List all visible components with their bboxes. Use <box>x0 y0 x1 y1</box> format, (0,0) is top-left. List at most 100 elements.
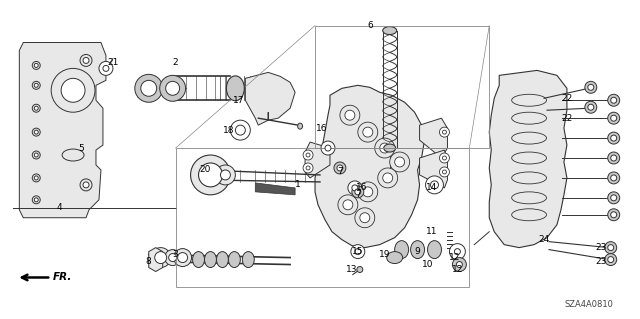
Text: 16: 16 <box>316 124 328 133</box>
Circle shape <box>454 249 460 255</box>
Circle shape <box>395 157 404 167</box>
Ellipse shape <box>395 241 408 259</box>
Circle shape <box>611 97 617 103</box>
Polygon shape <box>305 142 330 178</box>
Circle shape <box>198 163 223 187</box>
Circle shape <box>35 83 38 87</box>
Circle shape <box>442 156 447 160</box>
Circle shape <box>380 143 390 153</box>
Circle shape <box>608 192 620 204</box>
Text: 7: 7 <box>355 190 361 199</box>
Circle shape <box>608 94 620 106</box>
Circle shape <box>360 213 370 223</box>
Circle shape <box>358 182 378 202</box>
Bar <box>315 26 489 148</box>
Circle shape <box>608 245 614 251</box>
Circle shape <box>32 174 40 182</box>
Circle shape <box>383 173 393 183</box>
Circle shape <box>605 254 617 265</box>
Text: 23: 23 <box>595 257 607 266</box>
Text: 14: 14 <box>426 183 437 192</box>
Text: FR.: FR. <box>53 272 72 283</box>
Circle shape <box>390 152 410 172</box>
Circle shape <box>338 195 358 215</box>
Circle shape <box>611 155 617 161</box>
Ellipse shape <box>511 152 547 164</box>
Circle shape <box>32 196 40 204</box>
Circle shape <box>442 170 447 174</box>
Circle shape <box>35 176 38 180</box>
Circle shape <box>216 165 236 185</box>
Circle shape <box>608 132 620 144</box>
Circle shape <box>348 181 362 195</box>
Ellipse shape <box>216 252 228 268</box>
Ellipse shape <box>511 172 547 184</box>
Circle shape <box>608 112 620 124</box>
Circle shape <box>135 74 163 102</box>
Circle shape <box>605 241 617 254</box>
Circle shape <box>363 187 372 197</box>
Circle shape <box>230 120 250 140</box>
Circle shape <box>452 257 467 271</box>
Circle shape <box>431 181 438 189</box>
Circle shape <box>303 150 313 160</box>
Circle shape <box>166 81 180 95</box>
Text: 10: 10 <box>422 260 433 269</box>
Circle shape <box>321 141 335 155</box>
Ellipse shape <box>227 76 244 101</box>
Ellipse shape <box>384 144 396 152</box>
Text: 23: 23 <box>595 243 607 252</box>
Circle shape <box>32 128 40 136</box>
Circle shape <box>355 249 361 255</box>
Circle shape <box>61 78 85 102</box>
Circle shape <box>352 185 358 191</box>
Text: 22: 22 <box>561 94 573 103</box>
Circle shape <box>155 252 166 263</box>
Circle shape <box>608 172 620 184</box>
Circle shape <box>355 208 375 228</box>
Circle shape <box>80 55 92 66</box>
Ellipse shape <box>205 252 216 268</box>
Text: SZA4A0810: SZA4A0810 <box>564 300 613 309</box>
Text: 6: 6 <box>367 21 372 30</box>
Circle shape <box>343 200 353 210</box>
Circle shape <box>440 153 449 163</box>
Text: 19: 19 <box>379 250 390 259</box>
Circle shape <box>80 179 92 191</box>
Ellipse shape <box>243 252 254 268</box>
Circle shape <box>337 165 343 171</box>
Circle shape <box>103 65 109 71</box>
Circle shape <box>325 145 331 151</box>
Text: 24: 24 <box>538 235 550 244</box>
Text: 3: 3 <box>173 250 179 259</box>
Circle shape <box>35 106 38 110</box>
Text: 15: 15 <box>352 247 364 256</box>
Bar <box>175 148 469 287</box>
Polygon shape <box>245 72 295 125</box>
Ellipse shape <box>428 241 442 259</box>
Ellipse shape <box>298 123 303 129</box>
Circle shape <box>35 198 38 202</box>
Circle shape <box>585 81 596 93</box>
Circle shape <box>164 249 180 265</box>
Circle shape <box>456 262 462 268</box>
Circle shape <box>191 155 230 195</box>
Circle shape <box>378 168 397 188</box>
Circle shape <box>303 163 313 173</box>
Circle shape <box>440 127 449 137</box>
Ellipse shape <box>228 252 241 268</box>
Text: 9: 9 <box>415 247 420 256</box>
Circle shape <box>440 167 449 177</box>
Circle shape <box>358 122 378 142</box>
Circle shape <box>220 170 230 180</box>
Circle shape <box>588 84 594 90</box>
Text: 17: 17 <box>232 96 244 105</box>
Text: 2: 2 <box>173 58 179 67</box>
Text: 21: 21 <box>108 58 118 67</box>
Ellipse shape <box>357 267 363 272</box>
Text: 13: 13 <box>346 265 358 274</box>
Circle shape <box>449 244 465 260</box>
Circle shape <box>83 182 89 188</box>
Polygon shape <box>315 85 424 248</box>
Ellipse shape <box>511 192 547 204</box>
